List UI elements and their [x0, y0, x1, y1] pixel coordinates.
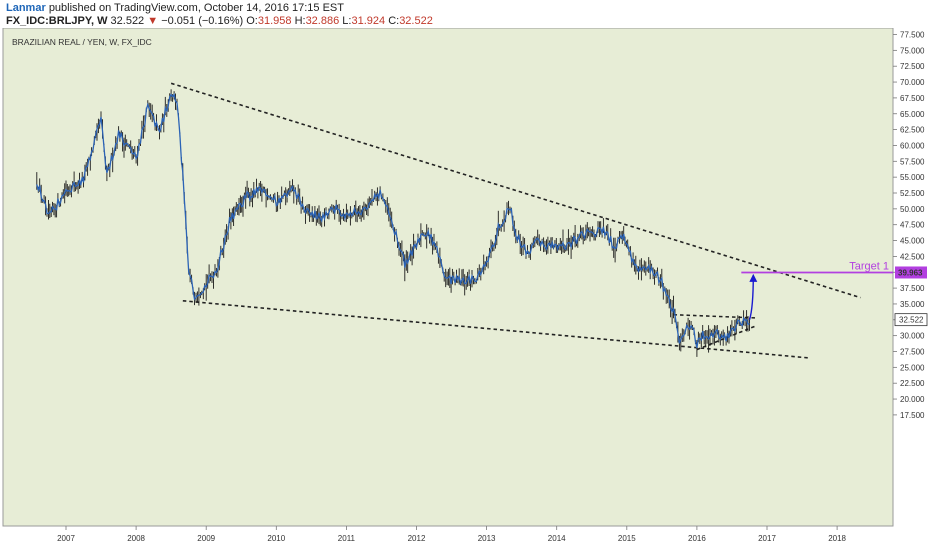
last-price: 32.522	[110, 15, 145, 27]
low-label: L:	[342, 15, 352, 27]
x-tick-label: 2015	[618, 534, 636, 543]
publish-info: Lanmar published on TradingView.com, Oct…	[6, 2, 344, 14]
y-tick-label: 55.000	[900, 173, 925, 182]
chart-title: BRAZILIAN REAL / YEN, W, FX_IDC	[12, 37, 152, 47]
trendline-lower-support[interactable]	[182, 299, 808, 359]
y-tick-label: 50.000	[900, 205, 925, 214]
close-value: 32.522	[399, 15, 433, 27]
y-tick-label: 62.500	[900, 126, 925, 135]
x-tick-label: 2007	[57, 534, 75, 543]
x-tick-label: 2010	[267, 534, 285, 543]
y-tick-label: 22.500	[900, 379, 925, 388]
target-price-badge-label: 39.963	[898, 268, 923, 277]
x-tick-label: 2012	[408, 534, 426, 543]
y-tick-label: 30.000	[900, 332, 925, 341]
x-tick-label: 2008	[127, 534, 145, 543]
y-tick-label: 70.000	[900, 78, 925, 87]
y-tick-label: 35.000	[900, 300, 925, 309]
y-tick-label: 67.500	[900, 94, 925, 103]
y-tick-label: 17.500	[900, 411, 925, 420]
x-tick-label: 2016	[688, 534, 706, 543]
target-label: Target 1	[849, 260, 889, 272]
y-tick-label: 45.000	[900, 237, 925, 246]
projection-arrow	[748, 273, 758, 321]
down-arrow-icon: ▼	[147, 15, 159, 27]
y-tick-label: 25.000	[900, 363, 925, 372]
x-tick-label: 2009	[197, 534, 215, 543]
y-tick-label: 42.500	[900, 252, 925, 261]
trendline-triangle-bottom[interactable]	[696, 325, 756, 351]
close-label: C:	[388, 15, 400, 27]
y-tick-label: 72.500	[900, 62, 925, 71]
open-value: 31.958	[257, 15, 292, 27]
y-tick-label: 20.000	[900, 395, 925, 404]
price-change: −0.051 (−0.16%)	[161, 15, 244, 27]
open-label: O:	[246, 15, 258, 27]
y-tick-label: 27.500	[900, 348, 925, 357]
y-tick-label: 47.500	[900, 221, 925, 230]
target-price-badge	[895, 266, 927, 279]
symbol-label: FX_IDC:BRLJPY, W	[6, 15, 108, 27]
trendline-upper-resistance[interactable]	[170, 82, 861, 299]
chart-header: Lanmar published on TradingView.com, Oct…	[0, 0, 932, 28]
y-tick-label: 77.500	[900, 31, 925, 40]
x-tick-label: 2014	[548, 534, 566, 543]
x-tick-label: 2018	[828, 534, 846, 543]
trendline-triangle-top[interactable]	[673, 313, 756, 319]
y-tick-label: 65.000	[900, 110, 925, 119]
high-value: 32.886	[305, 15, 340, 27]
high-label: H:	[294, 15, 306, 27]
y-tick-label: 52.500	[900, 189, 925, 198]
author-link[interactable]: Lanmar	[6, 2, 46, 14]
x-tick-label: 2013	[478, 534, 496, 543]
price-series-line	[36, 92, 750, 349]
x-tick-label: 2017	[758, 534, 776, 543]
y-tick-label: 37.500	[900, 284, 925, 293]
y-tick-label: 75.000	[900, 46, 925, 55]
y-tick-label: 57.500	[900, 157, 925, 166]
symbol-info: FX_IDC:BRLJPY, W 32.522 ▼ −0.051 (−0.16%…	[6, 15, 433, 27]
last-price-badge-label: 32.522	[899, 316, 924, 325]
y-tick-label: 60.000	[900, 141, 925, 150]
price-chart[interactable]: BRAZILIAN REAL / YEN, W, FX_IDC Target 1…	[0, 28, 932, 550]
low-value: 31.924	[351, 15, 386, 27]
published-text: published on TradingView.com, October 14…	[48, 2, 344, 14]
last-price-badge	[894, 313, 928, 327]
x-tick-label: 2011	[338, 534, 356, 543]
